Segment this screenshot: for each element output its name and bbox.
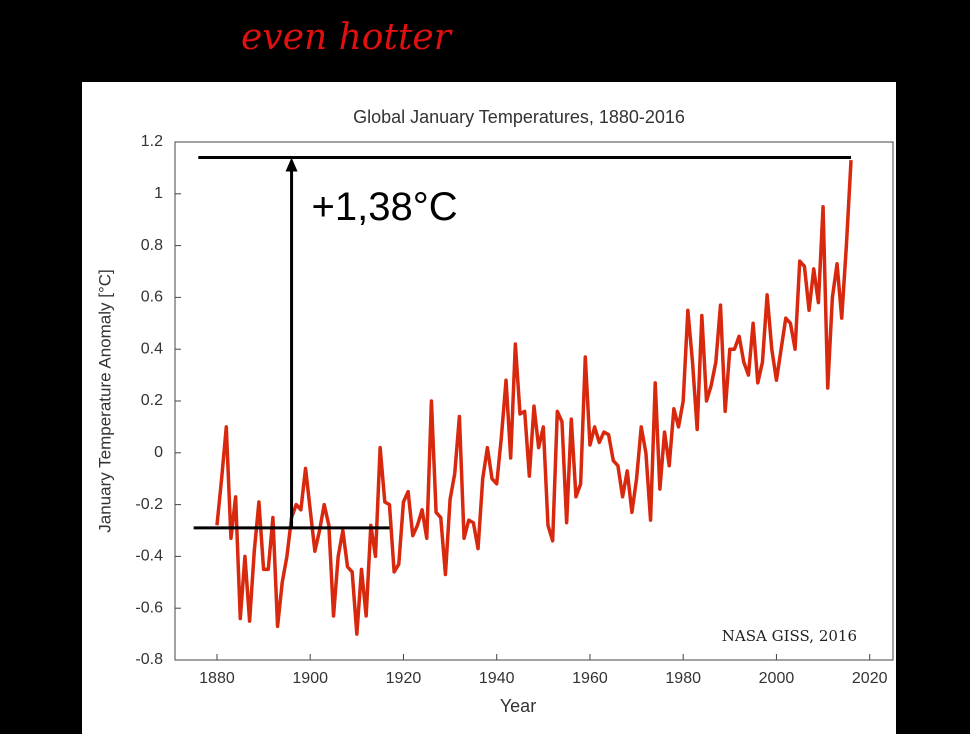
source-note: NASA GISS, 2016 [722,627,857,645]
y-tick-label: 1 [154,185,163,202]
y-axis-label: January Temperature Anomaly [°C] [95,269,114,533]
y-tick-label: 0.2 [141,392,163,409]
x-axis-label: Year [500,696,536,716]
y-tick-label: -0.4 [135,548,163,565]
arrow-head [285,157,298,172]
y-tick-label: 0.6 [141,289,163,306]
x-tick-label: 1980 [665,670,701,687]
chart-panel [82,82,896,734]
x-tick-label: 1880 [199,670,235,687]
chart-title: Global January Temperatures, 1880-2016 [353,107,685,127]
y-tick-label: 0.8 [141,237,163,254]
x-tick-label: 1920 [386,670,422,687]
x-tick-label: 1940 [479,670,515,687]
x-tick-label: 1960 [572,670,608,687]
x-tick-label: 2000 [759,670,795,687]
y-tick-label: 0.4 [141,340,163,357]
y-tick-label: 1.2 [141,133,163,150]
temperature-line [215,160,853,636]
slide-title: even hotter [241,17,453,58]
x-tick-label: 1900 [292,670,328,687]
y-tick-label: 0 [154,444,163,461]
x-tick-label: 2020 [852,670,888,687]
y-tick-label: -0.2 [135,496,163,513]
difference-label: +1,38°C [312,185,458,229]
y-tick-label: -0.8 [135,651,163,668]
y-tick-label: -0.6 [135,599,163,616]
